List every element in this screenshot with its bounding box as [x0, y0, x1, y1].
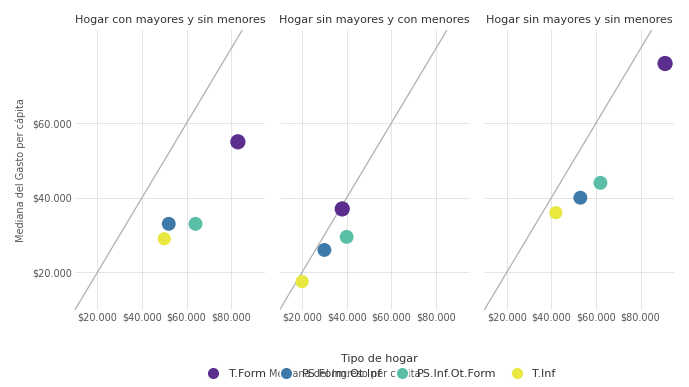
Point: [296, 279, 307, 285]
Point: [341, 234, 352, 240]
Title: Hogar con mayores y sin menores: Hogar con mayores y sin menores: [74, 15, 265, 25]
Text: Mediana del Ingreso per cápita: Mediana del Ingreso per cápita: [269, 369, 420, 379]
Point: [575, 195, 586, 201]
Title: Hogar sin mayores y sin menores: Hogar sin mayores y sin menores: [486, 15, 672, 25]
Point: [319, 247, 330, 253]
Point: [158, 236, 169, 242]
Point: [163, 221, 174, 227]
Point: [551, 209, 562, 216]
Title: Hogar sin mayores y con menores: Hogar sin mayores y con menores: [279, 15, 470, 25]
Point: [232, 139, 243, 145]
Point: [337, 206, 348, 212]
Point: [659, 60, 670, 67]
Point: [190, 221, 201, 227]
Legend: T.Form, PS.Form.Ot.Inf, PS.Inf.Ot.Form, T.Inf: T.Form, PS.Form.Ot.Inf, PS.Inf.Ot.Form, …: [200, 351, 558, 382]
Y-axis label: Mediana del Gasto per cápita: Mediana del Gasto per cápita: [15, 98, 25, 242]
Point: [595, 180, 606, 186]
